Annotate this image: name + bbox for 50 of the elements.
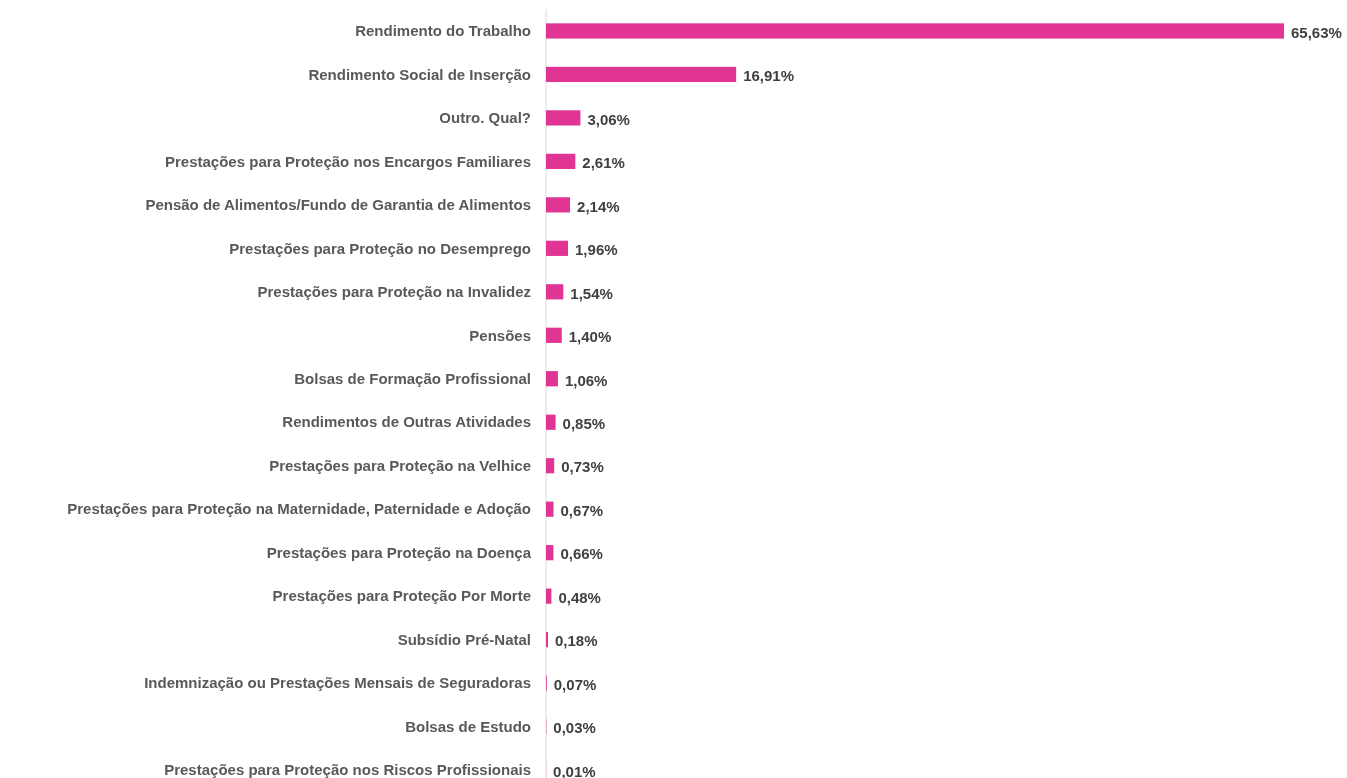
bar [546,23,1284,39]
data-label: 2,61% [582,154,625,172]
data-label: 0,03% [553,719,596,737]
data-label: 0,85% [562,414,606,432]
data-label: 1,96% [575,241,618,259]
bar [546,632,549,648]
bar [546,545,554,561]
y-tick-label: Prestações para Proteção Por Morte [272,587,531,605]
data-label: 3,06% [587,110,630,128]
data-label: 1,06% [564,371,608,389]
bar [546,371,558,387]
data-label: 0,73% [561,458,604,476]
y-tick-label: Pensão de Alimentos/Fundo de Garantia de Alimentos [145,196,531,214]
bar [546,284,564,300]
data-label: 0,07% [553,675,597,693]
y-tick-label: Prestações para Proteção na Doença [266,543,532,561]
data-label: 65,63% [1291,23,1342,41]
y-tick-label: Rendimento do Trabalho [355,22,531,40]
y-tick-label: Rendimentos de Outras Atividades [282,413,531,431]
bar [546,197,571,213]
bar [546,458,555,474]
bar [546,110,581,126]
bar [546,153,576,169]
data-label: 0,66% [560,545,603,563]
y-tick-label: Pensões [469,326,531,344]
data-label: 16,91% [743,67,795,85]
y-tick-label: Indemnização ou Prestações Mensais de Seguradoras [144,674,531,692]
y-tick-label: Bolsas de Estudo [405,717,531,735]
y-tick-label: Prestações para Proteção nos Riscos Profissionais [164,761,531,778]
data-label: 2,14% [577,197,620,215]
bar [546,240,569,256]
data-label: 1,54% [570,284,613,302]
data-label: 0,48% [558,588,601,606]
y-tick-label: Prestações para Proteção nos Encargos Familiares [165,152,531,170]
bar [546,588,552,604]
data-label: 0,67% [560,501,604,519]
bar [546,327,562,343]
y-tick-label: Prestações para Proteção na Invalidez [257,283,531,301]
y-tick-label: Prestações para Proteção no Desemprego [229,239,531,257]
bar [546,66,737,83]
y-tick-label: Subsídio Pré-Natal [397,630,531,648]
y-tick-label: Rendimento Social de Inserção [308,65,531,83]
y-tick-label: Prestações para Proteção na Velhice [269,456,531,474]
y-tick-label: Bolsas de Formação Profissional [294,370,531,388]
data-label: 1,40% [568,328,612,346]
y-tick-label: Outro. Qual? [439,109,531,127]
y-tick-label: Prestações para Proteção na Maternidade, Paternidade e Adoção [67,500,531,518]
bar [546,414,556,430]
data-label: 0,18% [555,632,598,650]
bar [546,501,554,517]
